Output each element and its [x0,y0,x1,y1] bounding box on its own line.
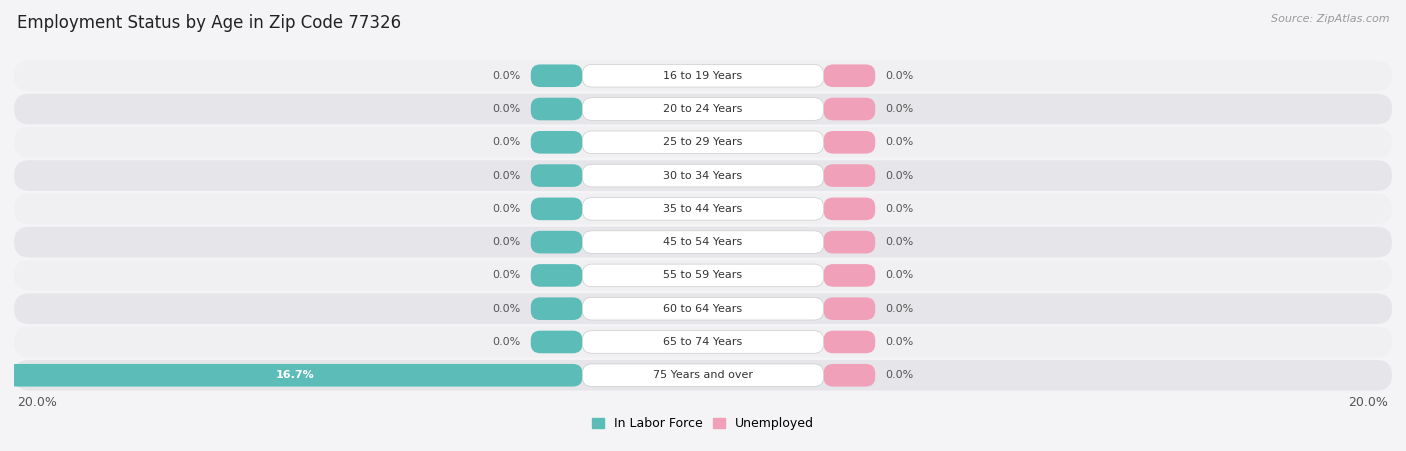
FancyBboxPatch shape [7,364,582,387]
Text: 0.0%: 0.0% [886,237,914,247]
Text: 0.0%: 0.0% [886,104,914,114]
FancyBboxPatch shape [14,327,1392,357]
Text: 0.0%: 0.0% [492,271,520,281]
Text: 20.0%: 20.0% [17,396,58,409]
Text: 0.0%: 0.0% [492,104,520,114]
Text: Source: ZipAtlas.com: Source: ZipAtlas.com [1271,14,1389,23]
FancyBboxPatch shape [531,198,582,220]
FancyBboxPatch shape [582,98,824,120]
Text: Employment Status by Age in Zip Code 77326: Employment Status by Age in Zip Code 773… [17,14,401,32]
Text: 55 to 59 Years: 55 to 59 Years [664,271,742,281]
FancyBboxPatch shape [582,198,824,220]
FancyBboxPatch shape [531,64,582,87]
Text: 20 to 24 Years: 20 to 24 Years [664,104,742,114]
Text: 0.0%: 0.0% [886,137,914,147]
FancyBboxPatch shape [14,160,1392,191]
FancyBboxPatch shape [824,231,875,253]
FancyBboxPatch shape [582,364,824,387]
FancyBboxPatch shape [824,198,875,220]
FancyBboxPatch shape [824,364,875,387]
Text: 0.0%: 0.0% [886,337,914,347]
Text: 0.0%: 0.0% [492,137,520,147]
FancyBboxPatch shape [582,231,824,253]
FancyBboxPatch shape [531,98,582,120]
Text: 0.0%: 0.0% [886,170,914,180]
Legend: In Labor Force, Unemployed: In Labor Force, Unemployed [586,412,820,435]
FancyBboxPatch shape [824,331,875,353]
Text: 0.0%: 0.0% [886,271,914,281]
Text: 0.0%: 0.0% [886,370,914,380]
FancyBboxPatch shape [582,64,824,87]
Text: 35 to 44 Years: 35 to 44 Years [664,204,742,214]
Text: 0.0%: 0.0% [886,71,914,81]
Text: 65 to 74 Years: 65 to 74 Years [664,337,742,347]
FancyBboxPatch shape [531,264,582,287]
Text: 30 to 34 Years: 30 to 34 Years [664,170,742,180]
Text: 0.0%: 0.0% [492,71,520,81]
Text: 45 to 54 Years: 45 to 54 Years [664,237,742,247]
FancyBboxPatch shape [824,98,875,120]
FancyBboxPatch shape [824,297,875,320]
FancyBboxPatch shape [824,264,875,287]
Text: 0.0%: 0.0% [886,304,914,314]
FancyBboxPatch shape [582,264,824,287]
FancyBboxPatch shape [531,164,582,187]
Text: 0.0%: 0.0% [886,204,914,214]
FancyBboxPatch shape [14,227,1392,258]
FancyBboxPatch shape [531,131,582,154]
FancyBboxPatch shape [531,331,582,353]
Text: 0.0%: 0.0% [492,170,520,180]
Text: 20.0%: 20.0% [1348,396,1389,409]
FancyBboxPatch shape [14,360,1392,391]
FancyBboxPatch shape [824,131,875,154]
FancyBboxPatch shape [14,294,1392,324]
FancyBboxPatch shape [531,297,582,320]
Text: 60 to 64 Years: 60 to 64 Years [664,304,742,314]
FancyBboxPatch shape [824,164,875,187]
FancyBboxPatch shape [14,193,1392,224]
Text: 0.0%: 0.0% [492,337,520,347]
Text: 16.7%: 16.7% [276,370,314,380]
FancyBboxPatch shape [14,127,1392,157]
Text: 25 to 29 Years: 25 to 29 Years [664,137,742,147]
FancyBboxPatch shape [582,131,824,154]
Text: 0.0%: 0.0% [492,204,520,214]
Text: 0.0%: 0.0% [492,237,520,247]
FancyBboxPatch shape [582,164,824,187]
FancyBboxPatch shape [14,94,1392,124]
FancyBboxPatch shape [582,331,824,353]
Text: 0.0%: 0.0% [492,304,520,314]
FancyBboxPatch shape [582,297,824,320]
FancyBboxPatch shape [531,231,582,253]
FancyBboxPatch shape [14,260,1392,291]
Text: 16 to 19 Years: 16 to 19 Years [664,71,742,81]
FancyBboxPatch shape [824,64,875,87]
FancyBboxPatch shape [14,60,1392,91]
Text: 75 Years and over: 75 Years and over [652,370,754,380]
